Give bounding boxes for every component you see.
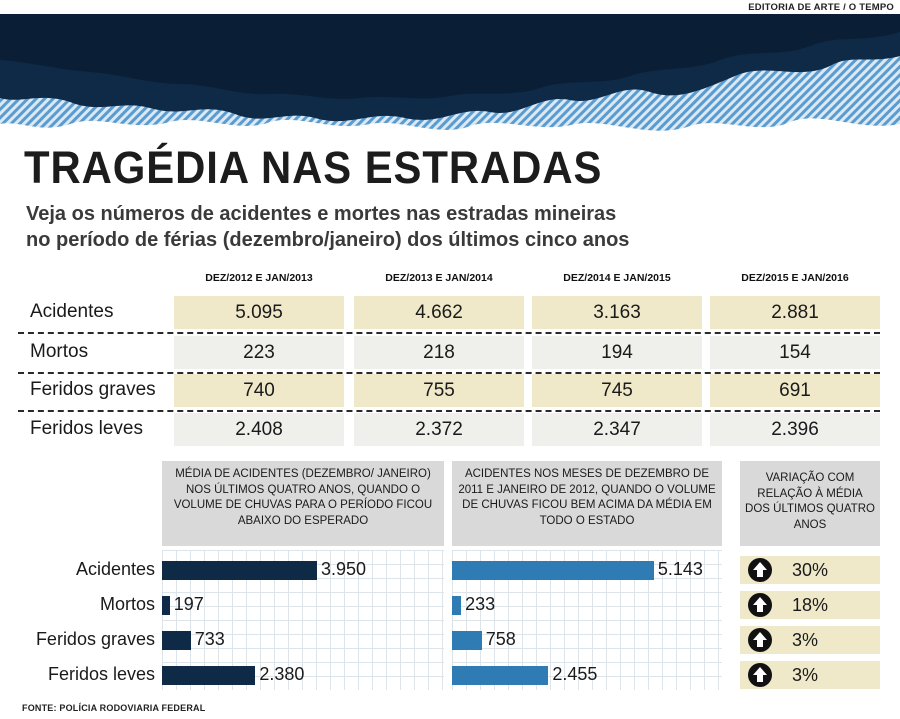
table-cell: 154 (710, 336, 880, 369)
subtitle-line-2: no período de férias (dezembro/janeiro) … (26, 229, 630, 251)
subtitle-line-1: Veja os números de acidentes e mortes na… (26, 203, 617, 225)
variation-value: 3% (792, 630, 819, 650)
table-cell: 691 (710, 374, 880, 407)
arrow-up-icon (748, 558, 772, 582)
table-cell: 2.347 (532, 413, 702, 446)
arrow-up-icon (748, 663, 772, 687)
bar-average-value: 733 (194, 629, 225, 649)
row-label: Feridos leves (30, 418, 143, 439)
bar-rainy-year (452, 666, 549, 685)
table-cell: 2.881 (710, 296, 880, 329)
table-cell: 740 (174, 374, 344, 407)
bar-average-value: 3.950 (321, 559, 367, 579)
bar-category-label: Feridos leves (47, 664, 155, 684)
variation-badge: 18% (740, 591, 880, 619)
row-label: Mortos (30, 341, 89, 362)
bar-average-value: 197 (173, 594, 204, 614)
table-cell: 3.163 (532, 296, 702, 329)
table-cell: 2.396 (710, 413, 880, 446)
variation-value: 18% (792, 595, 829, 615)
bar-average (162, 596, 170, 615)
rainy-year-panel (452, 461, 722, 546)
variation-badge: 3% (740, 661, 880, 689)
rainy-year-panel-text: ACIDENTES NOS MESES DE DEZEMBRO DE 2011 … (458, 468, 716, 527)
table-cell: 5.095 (174, 296, 344, 329)
variation-panel (740, 461, 880, 546)
bar-average (162, 666, 256, 685)
bar-category-label: Acidentes (75, 559, 155, 579)
row-divider (18, 410, 880, 412)
table-cell: 223 (174, 336, 344, 369)
table-column-header: DEZ/2013 E JAN/2014 (385, 272, 493, 284)
variation-panel-text: VARIAÇÃO COM RELAÇÃO À MÉDIA DOS ÚLTIMOS… (745, 472, 875, 531)
row-divider (18, 372, 880, 374)
bar-rainy-year (452, 561, 654, 580)
variation-badge: 30% (740, 556, 880, 584)
bar-rainy-year-value: 5.143 (657, 559, 703, 579)
variation-value: 30% (792, 560, 829, 580)
table-column-header: DEZ/2012 E JAN/2013 (205, 272, 313, 284)
arrow-up-icon (748, 593, 772, 617)
bar-average-value: 2.380 (259, 664, 305, 684)
bar-category-label: Feridos graves (35, 629, 155, 649)
bar-average (162, 631, 191, 650)
credit: EDITORIA DE ARTE / O TEMPO (748, 2, 894, 13)
bar-rainy-year-value: 758 (485, 629, 516, 649)
variation-value: 3% (792, 665, 819, 685)
bar-rainy-year (452, 631, 482, 650)
table-column-header: DEZ/2015 E JAN/2016 (741, 272, 849, 284)
bar-average (162, 561, 317, 580)
row-label: Acidentes (30, 301, 114, 322)
bar-rainy-year-value: 2.455 (552, 664, 598, 684)
bar-rainy-year-value: 233 (465, 594, 496, 614)
chart-title: TRAGÉDIA NAS ESTRADAS (24, 142, 603, 193)
table-cell: 2.372 (354, 413, 524, 446)
bar-rainy-year (452, 596, 462, 615)
bar-category-label: Mortos (99, 594, 155, 614)
source-note: FONTE: POLÍCIA RODOVIARIA FEDERAL (22, 703, 206, 713)
arrow-up-icon (748, 628, 772, 652)
table-cell: 218 (354, 336, 524, 369)
variation-badge: 3% (740, 626, 880, 654)
row-divider (18, 332, 880, 334)
table-cell: 2.408 (174, 413, 344, 446)
table-cell: 745 (532, 374, 702, 407)
storm-clouds-illustration (0, 14, 900, 144)
table-cell: 755 (354, 374, 524, 407)
average-panel (162, 461, 444, 546)
average-panel-text: MÉDIA DE ACIDENTES (DEZEMBRO/ JANEIRO) N… (173, 468, 433, 527)
table-cell: 4.662 (354, 296, 524, 329)
row-label: Feridos graves (30, 379, 156, 400)
table-cell: 194 (532, 336, 702, 369)
table-column-header: DEZ/2014 E JAN/2015 (563, 272, 671, 284)
